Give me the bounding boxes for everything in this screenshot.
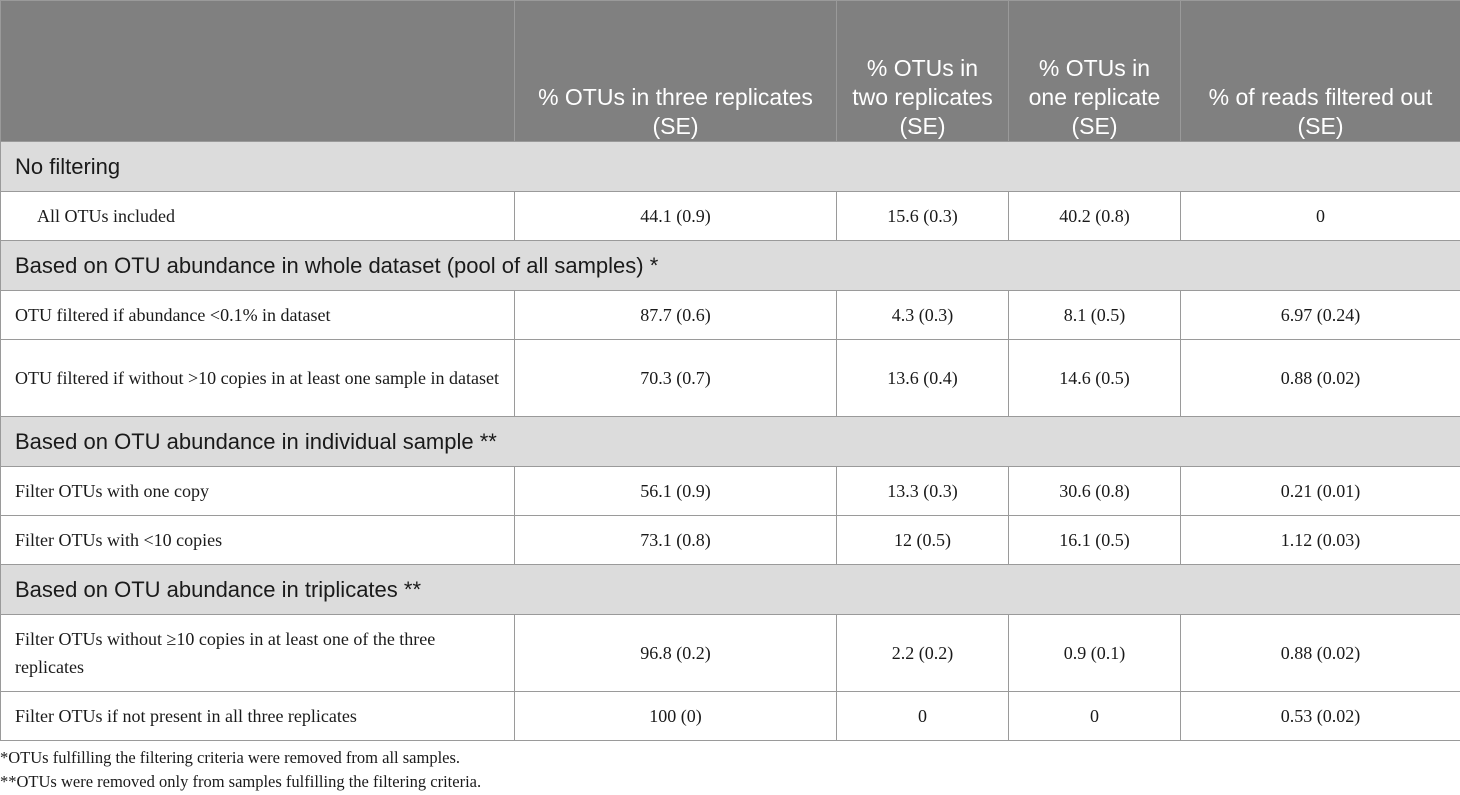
cell-two-replicates: 15.6 (0.3): [836, 191, 1009, 241]
cell-one-replicate: 16.1 (0.5): [1008, 515, 1181, 565]
cell-two-replicates: 0: [836, 691, 1009, 741]
table-row: Filter OTUs with one copy 56.1 (0.9) 13.…: [0, 466, 1460, 516]
row-label: Filter OTUs with one copy: [0, 466, 515, 516]
section-title: Based on OTU abundance in whole dataset …: [0, 240, 1460, 291]
row-label: Filter OTUs if not present in all three …: [0, 691, 515, 741]
row-label: Filter OTUs with <10 copies: [0, 515, 515, 565]
cell-three-replicates: 87.7 (0.6): [514, 290, 837, 340]
cell-three-replicates: 56.1 (0.9): [514, 466, 837, 516]
cell-three-replicates: 44.1 (0.9): [514, 191, 837, 241]
header-cell-empty: [0, 0, 515, 142]
cell-reads-filtered: 0.53 (0.02): [1180, 691, 1460, 741]
footnote-double-asterisk: **OTUs were removed only from samples fu…: [0, 772, 482, 791]
cell-three-replicates: 73.1 (0.8): [514, 515, 837, 565]
cell-one-replicate: 14.6 (0.5): [1008, 339, 1181, 417]
section-title: Based on OTU abundance in individual sam…: [0, 416, 1460, 467]
table-row: Filter OTUs without ≥10 copies in at lea…: [0, 614, 1460, 692]
table-row: Filter OTUs with <10 copies 73.1 (0.8) 1…: [0, 515, 1460, 565]
header-cell-three-replicates: % OTUs in three replicates (SE): [514, 0, 837, 142]
cell-one-replicate: 30.6 (0.8): [1008, 466, 1181, 516]
row-label: OTU filtered if abundance <0.1% in datas…: [0, 290, 515, 340]
header-cell-reads-filtered: % of reads filtered out (SE): [1180, 0, 1460, 142]
row-label: All OTUs included: [0, 191, 515, 241]
table-row: OTU filtered if abundance <0.1% in datas…: [0, 290, 1460, 340]
cell-three-replicates: 96.8 (0.2): [514, 614, 837, 692]
cell-one-replicate: 40.2 (0.8): [1008, 191, 1181, 241]
section-row: Based on OTU abundance in whole dataset …: [0, 240, 1460, 291]
cell-two-replicates: 2.2 (0.2): [836, 614, 1009, 692]
cell-two-replicates: 13.3 (0.3): [836, 466, 1009, 516]
footnote-single-asterisk: *OTUs fulfilling the filtering criteria …: [0, 748, 461, 767]
row-label: OTU filtered if without >10 copies in at…: [0, 339, 515, 417]
header-cell-one-replicate: % OTUs in one replicate (SE): [1008, 0, 1181, 142]
cell-reads-filtered: 0.88 (0.02): [1180, 339, 1460, 417]
cell-one-replicate: 0.9 (0.1): [1008, 614, 1181, 692]
table-row: All OTUs included 44.1 (0.9) 15.6 (0.3) …: [0, 191, 1460, 241]
table-row: OTU filtered if without >10 copies in at…: [0, 339, 1460, 417]
row-label: Filter OTUs without ≥10 copies in at lea…: [0, 614, 515, 692]
cell-reads-filtered: 0.21 (0.01): [1180, 466, 1460, 516]
header-cell-two-replicates: % OTUs in two replicates (SE): [836, 0, 1009, 142]
section-row: Based on OTU abundance in individual sam…: [0, 416, 1460, 467]
cell-reads-filtered: 6.97 (0.24): [1180, 290, 1460, 340]
cell-reads-filtered: 0.88 (0.02): [1180, 614, 1460, 692]
table-row: Filter OTUs if not present in all three …: [0, 691, 1460, 741]
cell-reads-filtered: 1.12 (0.03): [1180, 515, 1460, 565]
section-row: No filtering: [0, 141, 1460, 192]
section-title: No filtering: [0, 141, 1460, 192]
cell-three-replicates: 100 (0): [514, 691, 837, 741]
section-row: Based on OTU abundance in triplicates **: [0, 564, 1460, 615]
cell-two-replicates: 13.6 (0.4): [836, 339, 1009, 417]
cell-reads-filtered: 0: [1180, 191, 1460, 241]
footnotes: *OTUs fulfilling the filtering criteria …: [0, 746, 481, 794]
section-title: Based on OTU abundance in triplicates **: [0, 564, 1460, 615]
cell-two-replicates: 4.3 (0.3): [836, 290, 1009, 340]
cell-two-replicates: 12 (0.5): [836, 515, 1009, 565]
cell-three-replicates: 70.3 (0.7): [514, 339, 837, 417]
cell-one-replicate: 8.1 (0.5): [1008, 290, 1181, 340]
cell-one-replicate: 0: [1008, 691, 1181, 741]
header-row: % OTUs in three replicates (SE) % OTUs i…: [0, 0, 1460, 142]
otu-filtering-table: % OTUs in three replicates (SE) % OTUs i…: [0, 0, 1460, 741]
